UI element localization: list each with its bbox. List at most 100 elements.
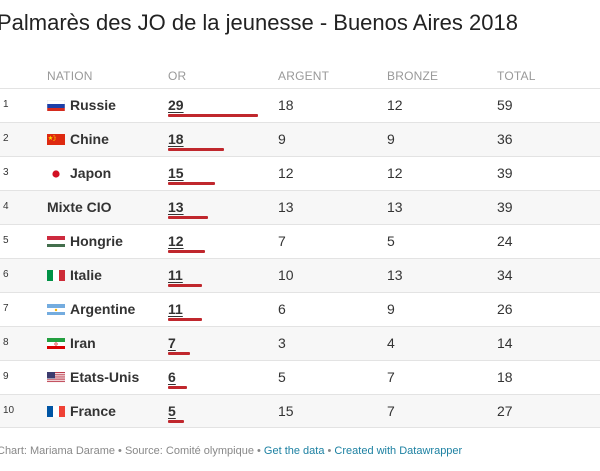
iran-flag-icon — [47, 337, 65, 349]
table-row: 4 Mixte CIO 13 13 13 39 — [0, 190, 600, 224]
rank-cell: 7 — [3, 303, 9, 314]
table-row: 10 France 5 15 7 27 — [0, 394, 600, 428]
total-cell: 39 — [497, 165, 513, 181]
table-header: NATION OR ARGENT BRONZE TOTAL — [0, 66, 600, 87]
nation-cell: Hongrie — [47, 233, 123, 249]
hungary-flag-icon — [47, 235, 65, 247]
rank-cell: 4 — [3, 201, 9, 212]
chart-title: Palmarès des JO de la jeunesse - Buenos … — [0, 10, 518, 35]
nation-label: France — [70, 403, 116, 419]
bronze-cell: 7 — [387, 403, 395, 419]
nation-cell: France — [47, 403, 116, 419]
nation-cell: Chine — [47, 131, 109, 147]
nation-label: Chine — [70, 131, 109, 147]
gold-bar — [168, 284, 202, 287]
bronze-cell: 7 — [387, 369, 395, 385]
gold-bar — [168, 352, 190, 355]
gold-cell: 6 — [168, 369, 176, 385]
table-row: 2 Chine 18 9 9 36 — [0, 122, 600, 156]
rank-cell: 10 — [3, 405, 15, 416]
nation-label: Italie — [70, 267, 102, 283]
gold-cell: 5 — [168, 403, 176, 419]
column-header-nation[interactable]: NATION — [47, 69, 93, 83]
chart-footer: Chart: Mariama Darame • Source: Comité o… — [0, 445, 462, 457]
total-cell: 34 — [497, 267, 513, 283]
total-cell: 18 — [497, 369, 513, 385]
france-flag-icon — [47, 405, 65, 417]
rank-cell: 5 — [3, 235, 9, 246]
rank-cell: 2 — [3, 133, 9, 144]
rank-cell: 3 — [3, 167, 9, 178]
nation-cell: Mixte CIO — [47, 199, 112, 215]
total-cell: 59 — [497, 97, 513, 113]
gold-cell: 18 — [168, 131, 184, 147]
gold-cell: 11 — [168, 301, 183, 317]
gold-bar — [168, 114, 258, 117]
gold-cell: 29 — [168, 97, 184, 113]
silver-cell: 5 — [278, 369, 286, 385]
nation-label: Hongrie — [70, 233, 123, 249]
silver-cell: 7 — [278, 233, 286, 249]
silver-cell: 3 — [278, 335, 286, 351]
bronze-cell: 5 — [387, 233, 395, 249]
table-row: 8 Iran 7 3 4 14 — [0, 326, 600, 360]
bronze-cell: 13 — [387, 267, 403, 283]
rank-cell: 9 — [3, 371, 9, 382]
gold-cell: 11 — [168, 267, 183, 283]
table-row: 7 Argentine 11 6 9 26 — [0, 292, 600, 326]
column-header-gold[interactable]: OR — [168, 69, 187, 83]
total-cell: 24 — [497, 233, 513, 249]
column-header-bronze[interactable]: BRONZE — [387, 69, 439, 83]
table-row: 5 Hongrie 12 7 5 24 — [0, 224, 600, 258]
table-row: 1 Russie 29 18 12 59 — [0, 88, 600, 122]
rank-cell: 8 — [3, 337, 9, 348]
bronze-cell: 12 — [387, 165, 403, 181]
usa-flag-icon — [47, 371, 65, 383]
nation-label: Argentine — [70, 301, 136, 317]
nation-cell: Japon — [47, 165, 111, 181]
silver-cell: 18 — [278, 97, 294, 113]
nation-label: Japon — [70, 165, 112, 181]
rank-cell: 6 — [3, 269, 9, 280]
bronze-cell: 4 — [387, 335, 395, 351]
total-cell: 14 — [497, 335, 513, 351]
gold-bar — [168, 386, 187, 389]
get-the-data-link[interactable]: Get the data — [263, 445, 325, 457]
silver-cell: 15 — [278, 403, 294, 419]
gold-bar — [168, 216, 208, 219]
nation-cell: Italie — [47, 267, 102, 283]
nation-label: Iran — [70, 335, 96, 351]
nation-label: Russie — [70, 97, 116, 113]
gold-bar — [168, 318, 202, 321]
total-cell: 27 — [497, 403, 513, 419]
medal-table: 1 Russie 29 18 12 59 2 Chine 18 9 9 36 3 Japon 15 12 12 3… — [0, 88, 600, 428]
gold-cell: 15 — [168, 165, 184, 181]
table-row: 9 Etats-Unis 6 5 7 18 — [0, 360, 600, 394]
gold-bar — [168, 148, 224, 151]
silver-cell: 10 — [278, 267, 294, 283]
total-cell: 39 — [497, 199, 513, 215]
total-cell: 36 — [497, 131, 513, 147]
italy-flag-icon — [47, 269, 65, 281]
table-row: 6 Italie 11 10 13 34 — [0, 258, 600, 292]
nation-cell: Iran — [47, 335, 96, 351]
bronze-cell: 12 — [387, 97, 403, 113]
footer-credit: Chart: Mariama Darame • Source: Comité o… — [0, 445, 264, 457]
japan-flag-icon — [47, 167, 65, 179]
nation-cell: Russie — [47, 97, 116, 113]
bronze-cell: 13 — [387, 199, 403, 215]
nation-cell: Argentine — [47, 301, 135, 317]
gold-cell: 13 — [168, 199, 184, 215]
russia-flag-icon — [47, 99, 65, 111]
argentina-flag-icon — [47, 303, 65, 315]
gold-cell: 12 — [168, 233, 184, 249]
silver-cell: 6 — [278, 301, 286, 317]
gold-bar — [168, 182, 215, 185]
column-header-silver[interactable]: ARGENT — [278, 69, 330, 83]
column-header-total[interactable]: TOTAL — [497, 69, 536, 83]
nation-cell: Etats-Unis — [47, 369, 139, 385]
china-flag-icon — [47, 133, 65, 145]
datawrapper-link[interactable]: Created with Datawrapper — [334, 445, 463, 457]
gold-bar — [168, 250, 205, 253]
gold-bar — [168, 420, 184, 423]
